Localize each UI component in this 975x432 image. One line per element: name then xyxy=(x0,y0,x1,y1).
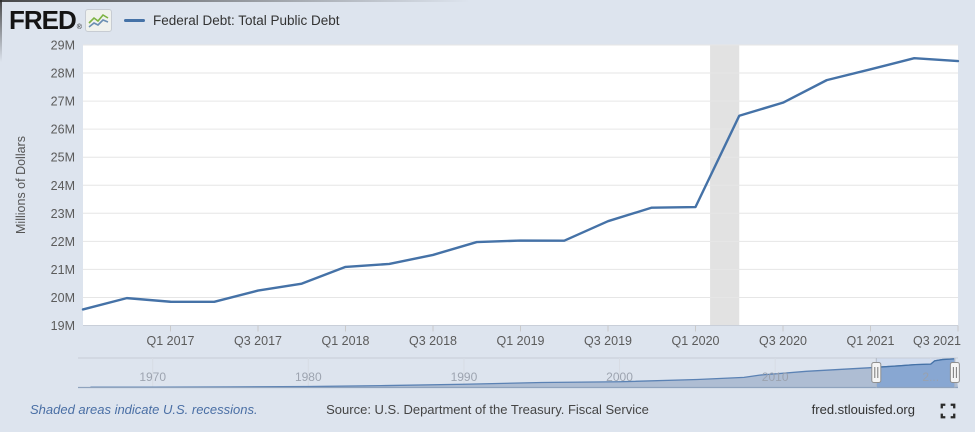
legend-line-swatch xyxy=(123,18,145,22)
chart-footer: Shaded areas indicate U.S. recessions. S… xyxy=(0,398,975,424)
y-tick-label: 22M xyxy=(51,235,75,249)
y-tick-label: 25M xyxy=(51,151,75,165)
main-chart[interactable]: 29M 28M 27M 26M 25M 24M 23M 22M 21M 20M 19M Q1 2017… xyxy=(0,40,975,356)
fred-sparkline-icon xyxy=(84,9,112,32)
navigator-year-label: 2000 xyxy=(606,370,633,384)
x-tick-label: Q1 2020 xyxy=(672,334,720,348)
recession-note-link[interactable]: Shaded areas indicate U.S. recessions. xyxy=(30,402,258,417)
fullscreen-icon[interactable] xyxy=(940,403,956,419)
y-tick-label: 24M xyxy=(51,179,75,193)
y-tick-label: 23M xyxy=(51,207,75,221)
navigator-area-selected xyxy=(876,358,955,388)
navigator-year-label: 1990 xyxy=(451,370,478,384)
x-tick-label: Q1 2017 xyxy=(147,334,195,348)
y-tick-label: 21M xyxy=(51,263,75,277)
x-tick-label: Q3 2017 xyxy=(234,334,282,348)
fred-logo-text: FRED xyxy=(9,5,77,35)
y-tick-label: 26M xyxy=(51,123,75,137)
registered-mark: ® xyxy=(76,24,82,31)
legend-label: Federal Debt: Total Public Debt xyxy=(152,12,340,28)
navigator-handle-right[interactable] xyxy=(949,358,960,388)
x-tick-label: Q3 2021 xyxy=(913,334,961,348)
y-tick-label: 29M xyxy=(51,40,75,53)
y-tick-label: 20M xyxy=(51,291,75,305)
range-navigator[interactable]: 1970 1980 1990 2000 2010 2... xyxy=(0,356,975,398)
navigator-area xyxy=(78,358,958,388)
debt-line-series[interactable] xyxy=(81,56,960,311)
navigator-year-label: 1970 xyxy=(139,370,166,384)
x-tick-label: Q1 2021 xyxy=(847,334,895,348)
navigator-year-label: 2010 xyxy=(762,370,789,384)
site-link[interactable]: fred.stlouisfed.org xyxy=(811,402,915,417)
y-tick-label: 19M xyxy=(51,319,75,333)
fred-logo[interactable]: FRED ® xyxy=(9,5,112,35)
chart-header: FRED ® Federal Debt: Total Public Debt xyxy=(0,0,975,40)
x-tick-label: Q3 2018 xyxy=(409,334,457,348)
x-tick-label: Q3 2020 xyxy=(759,334,807,348)
navigator-line-selected xyxy=(876,358,955,368)
y-tick-label: 27M xyxy=(51,95,75,109)
x-tick-label: Q1 2019 xyxy=(497,334,545,348)
navigator-year-label: 2... xyxy=(922,370,939,384)
x-tick-label: Q1 2018 xyxy=(322,334,370,348)
legend-item[interactable]: Federal Debt: Total Public Debt xyxy=(123,12,340,28)
y-tick-label: 28M xyxy=(51,67,75,81)
source-text: Source: U.S. Department of the Treasury.… xyxy=(326,402,649,417)
navigator-year-label: 1980 xyxy=(295,370,322,384)
navigator-handle-left[interactable] xyxy=(871,358,882,388)
x-tick-label: Q3 2019 xyxy=(584,334,632,348)
